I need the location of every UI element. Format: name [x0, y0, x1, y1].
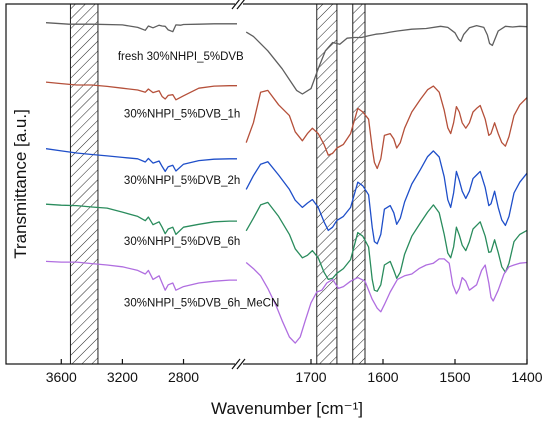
- series-label-5: 30%NHPI_5%DVB_6h_MeCN: [124, 297, 279, 309]
- axis-break-mark-top-1: [231, 0, 240, 10]
- x-ticks: 3600 3200 2800 1700 1600 1500 1400: [46, 359, 543, 385]
- series-line-3-panel-1: [46, 148, 237, 173]
- x-tick-label: 3200: [107, 369, 138, 385]
- series-line-5-panel-2: [245, 258, 527, 344]
- series-label-2: 30%NHPI_5%DVB_1h: [124, 108, 240, 120]
- hatched-band-3: [352, 3, 366, 365]
- x-tick-label: 1600: [367, 369, 398, 385]
- series-label-4: 30%NHPI_5%DVB_6h: [124, 236, 240, 248]
- plot-frame: [5, 0, 528, 370]
- axis-break-gap-bottom: [235, 361, 243, 366]
- plot-border: [5, 3, 528, 365]
- series-line-2-panel-1: [46, 81, 237, 101]
- series-line-1-panel-2: [245, 24, 527, 95]
- series-line-1-panel-1: [46, 22, 237, 33]
- x-axis-title: Wavenumber [cm⁻¹]: [211, 399, 363, 418]
- x-tick-label: 3600: [46, 369, 77, 385]
- series-line-3-panel-2: [245, 150, 527, 245]
- series-line-5-panel-1: [46, 260, 237, 291]
- series-line-2-panel-2: [245, 85, 527, 170]
- x-tick-label: 1500: [439, 369, 470, 385]
- axis-break-mark-bottom-2: [236, 358, 246, 370]
- y-axis-title: Transmittance [a.u.]: [11, 109, 30, 259]
- series-label-1: fresh 30%NHPI_5%DVB: [118, 51, 244, 63]
- spectra: [46, 22, 527, 344]
- series-line-4-panel-2: [245, 201, 527, 292]
- hatched-bands: [69, 3, 366, 365]
- hatched-band-1: [69, 3, 99, 365]
- x-tick-label: 2800: [168, 369, 199, 385]
- series-line-4-panel-1: [46, 203, 237, 236]
- hatched-band-2: [316, 3, 338, 365]
- series-labels: fresh 30%NHPI_5%DVB 30%NHPI_5%DVB_1h 30%NH…: [118, 51, 279, 310]
- axis-break-mark-top-2: [236, 0, 245, 10]
- axis-break-mark-bottom-1: [231, 358, 241, 370]
- axis-break-gap-top: [235, 2, 243, 7]
- x-tick-label: 1400: [511, 369, 542, 385]
- series-label-3: 30%NHPI_5%DVB_2h: [124, 175, 240, 187]
- x-tick-label: 1700: [295, 369, 326, 385]
